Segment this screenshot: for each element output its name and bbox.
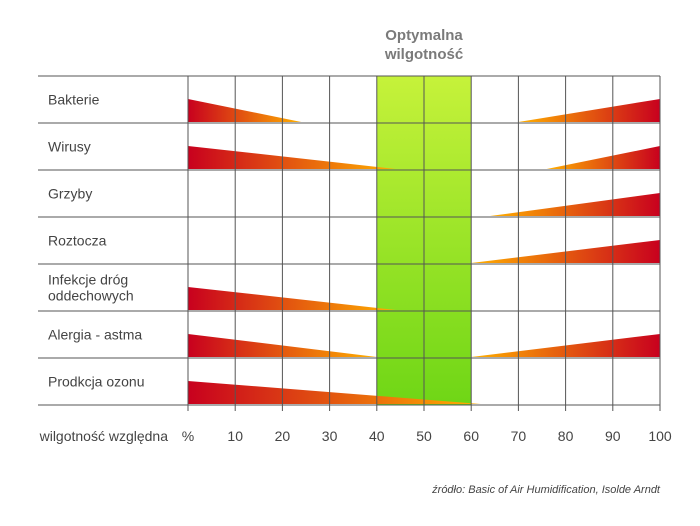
row-label: Prodkcja ozonu <box>48 374 145 390</box>
x-tick-label: 10 <box>227 428 243 444</box>
x-tick-label: 60 <box>463 428 479 444</box>
x-tick-label: 80 <box>558 428 574 444</box>
x-tick-label: 70 <box>511 428 527 444</box>
x-tick-label: 40 <box>369 428 385 444</box>
row-label: Roztocza <box>48 233 107 249</box>
row-label: Bakterie <box>48 92 100 108</box>
high-humidity-risk-wedge <box>518 99 660 122</box>
x-tick-label: % <box>182 428 194 444</box>
low-humidity-risk-wedge <box>188 287 396 310</box>
high-humidity-risk-wedge <box>546 146 660 169</box>
x-tick-label: 20 <box>275 428 291 444</box>
x-tick-label: 30 <box>322 428 338 444</box>
row-label: Alergia - astma <box>48 327 142 343</box>
high-humidity-risk-wedge <box>490 193 660 216</box>
source-note: źródło: Basic of Air Humidification, Iso… <box>432 484 660 496</box>
low-humidity-risk-wedge <box>188 99 302 122</box>
optimal-zone-label: wilgotność <box>384 46 463 63</box>
x-tick-label: 50 <box>416 428 432 444</box>
row-label: Grzyby <box>48 186 92 202</box>
x-tick-label: 100 <box>648 428 672 444</box>
low-humidity-risk-wedge <box>188 381 481 404</box>
row-label: Infekcje dróg oddechowych <box>48 272 134 304</box>
row-label: Wirusy <box>48 139 91 155</box>
optimal-zone-label: Optymalna <box>385 27 463 44</box>
x-tick-label: 90 <box>605 428 621 444</box>
x-axis-label: wilgotność względna <box>39 428 169 444</box>
low-humidity-risk-wedge <box>188 146 396 169</box>
